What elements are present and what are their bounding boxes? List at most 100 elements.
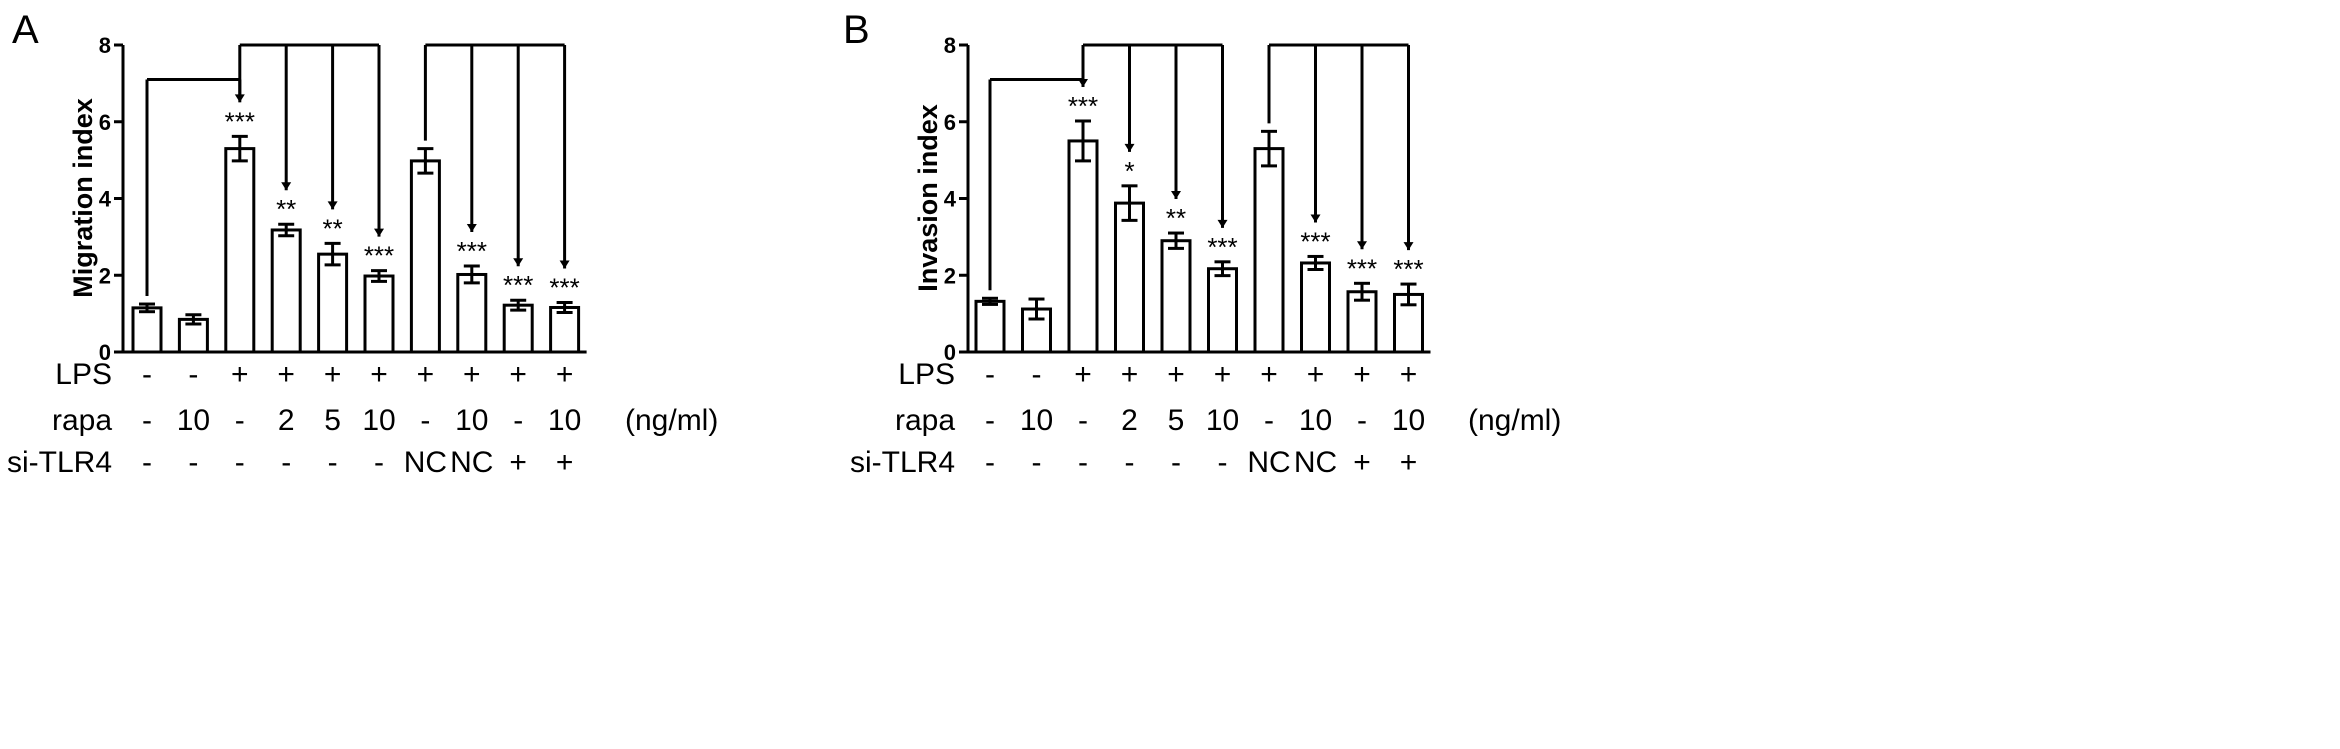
bracket-arrowhead xyxy=(559,260,570,269)
bar xyxy=(1207,267,1238,354)
condition-cell: - xyxy=(985,446,995,479)
condition-cell: + xyxy=(1353,358,1371,391)
condition-cell: - xyxy=(1078,446,1088,479)
condition-row-label: si-TLR4 xyxy=(7,446,112,479)
bar xyxy=(363,274,395,354)
significance-label: *** xyxy=(503,270,533,300)
bar xyxy=(456,272,488,354)
condition-cell: - xyxy=(188,358,198,391)
bracket-arrowhead xyxy=(374,228,384,237)
condition-cell: - xyxy=(1032,358,1042,391)
significance-label: *** xyxy=(225,106,255,136)
significance-label: *** xyxy=(1347,253,1377,283)
bar xyxy=(549,305,581,354)
bar xyxy=(131,306,163,354)
y-tick-label: 6 xyxy=(99,110,111,135)
condition-row-label: rapa xyxy=(895,404,955,437)
significance-label: *** xyxy=(457,236,487,266)
condition-cell: 5 xyxy=(1168,404,1185,437)
bracket-arrowhead xyxy=(466,224,477,233)
condition-cell: + xyxy=(509,358,527,391)
condition-row-label: LPS xyxy=(898,358,955,391)
condition-cell: 2 xyxy=(278,404,295,437)
y-tick-label: 6 xyxy=(944,110,956,135)
condition-cell: + xyxy=(509,446,527,479)
condition-cell: + xyxy=(1214,358,1232,391)
condition-cell: - xyxy=(420,404,430,437)
bracket-arrowhead xyxy=(513,258,524,267)
bar xyxy=(1114,201,1145,354)
condition-cell: 10 xyxy=(1020,404,1053,437)
condition-cell: 10 xyxy=(455,404,488,437)
significance-label: *** xyxy=(1068,91,1098,121)
significance-label: ** xyxy=(276,194,296,224)
significance-label: ** xyxy=(322,213,342,243)
panel-label: A xyxy=(12,8,39,52)
condition-cell: - xyxy=(1171,446,1181,479)
condition-cell: - xyxy=(281,446,291,479)
bracket-arrowhead xyxy=(1310,214,1321,223)
bracket-arrowhead xyxy=(1171,191,1181,200)
condition-cell: + xyxy=(556,446,574,479)
condition-cell: + xyxy=(1074,358,1092,391)
rapa-unit-label: (ng/ml) xyxy=(625,404,718,437)
y-tick-label: 4 xyxy=(944,187,957,212)
condition-cell: - xyxy=(235,446,245,479)
condition-cell: + xyxy=(1353,446,1371,479)
condition-cell: 10 xyxy=(177,404,210,437)
y-tick-label: 0 xyxy=(944,340,956,365)
condition-cell: - xyxy=(235,404,245,437)
condition-cell: 5 xyxy=(324,404,341,437)
bracket-arrowhead xyxy=(1124,143,1135,152)
condition-cell: NC xyxy=(1294,446,1337,479)
condition-cell: - xyxy=(374,446,384,479)
bar xyxy=(317,252,349,354)
condition-cell: + xyxy=(1121,358,1139,391)
condition-cell: + xyxy=(1260,358,1278,391)
bracket-arrowhead xyxy=(1403,242,1414,251)
condition-cell: - xyxy=(1125,446,1135,479)
condition-cell: NC xyxy=(404,446,447,479)
y-tick-label: 4 xyxy=(99,187,112,212)
condition-cell: - xyxy=(328,446,338,479)
condition-cell: NC xyxy=(450,446,493,479)
bracket-arrowhead xyxy=(327,201,338,210)
y-tick-label: 8 xyxy=(99,33,111,58)
bar xyxy=(974,299,1006,354)
condition-row-label: LPS xyxy=(55,358,112,391)
bracket-arrowhead xyxy=(281,182,292,191)
significance-label: * xyxy=(1124,156,1134,186)
condition-cell: + xyxy=(370,358,388,391)
condition-cell: 2 xyxy=(1121,404,1138,437)
rapa-unit-label: (ng/ml) xyxy=(1468,404,1561,437)
condition-cell: + xyxy=(556,358,574,391)
condition-cell: + xyxy=(324,358,342,391)
bar xyxy=(1300,261,1331,354)
condition-cell: + xyxy=(231,358,249,391)
condition-cell: + xyxy=(463,358,481,391)
significance-label: *** xyxy=(1393,254,1423,284)
condition-cell: + xyxy=(1167,358,1185,391)
bar xyxy=(409,159,441,354)
condition-cell: - xyxy=(985,404,995,437)
significance-label: ** xyxy=(1166,203,1186,233)
condition-cell: - xyxy=(142,404,152,437)
panel-label: B xyxy=(843,8,870,52)
bracket-arrowhead xyxy=(1357,241,1367,250)
condition-cell: - xyxy=(985,358,995,391)
condition-cell: - xyxy=(1078,404,1088,437)
y-tick-label: 2 xyxy=(944,263,956,288)
condition-cell: 10 xyxy=(1206,404,1239,437)
condition-cell: + xyxy=(1400,358,1418,391)
condition-cell: NC xyxy=(1247,446,1290,479)
y-tick-label: 0 xyxy=(99,340,111,365)
bar xyxy=(270,228,302,354)
significance-label: *** xyxy=(549,272,579,302)
condition-cell: - xyxy=(1032,446,1042,479)
significance-label: *** xyxy=(364,241,394,271)
bar xyxy=(1160,239,1192,354)
condition-cell: - xyxy=(142,446,152,479)
